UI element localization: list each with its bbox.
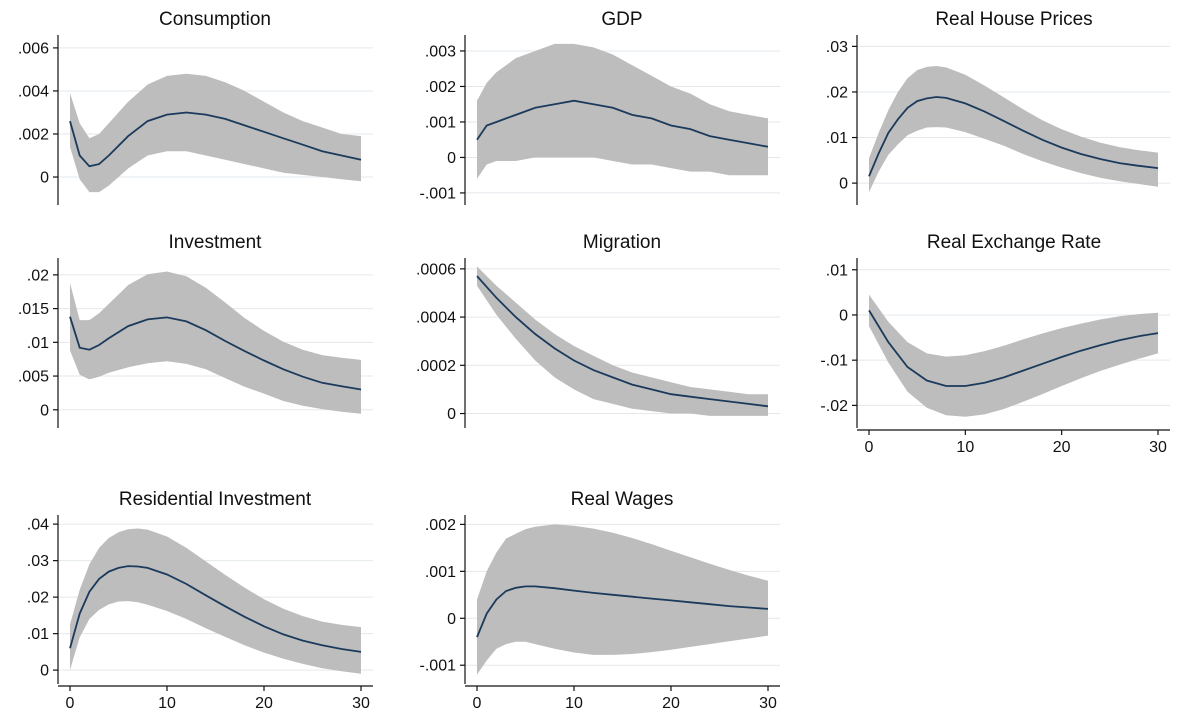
y-tick-label: .02 <box>27 590 49 607</box>
panel-real-exchange-rate: Real Exchange Rate -.02 -.01 0 .01 0 10 20 30 <box>820 232 1170 456</box>
y-tick-label: 0 <box>447 150 456 167</box>
x-tick-label: 10 <box>158 695 176 712</box>
y-tick-label: .03 <box>27 553 49 570</box>
panel-residential-investment: Residential Investment 0 .01 .02 .03 .04 0 10 20… <box>27 489 373 712</box>
x-tick-label: 30 <box>1149 439 1167 456</box>
panel-real-house-prices: Real House Prices 0 .01 .02 .03 <box>826 9 1170 205</box>
panel-title: GDP <box>601 9 642 30</box>
panel-title: Real Exchange Rate <box>927 232 1101 253</box>
x-tick-label: 0 <box>865 439 874 456</box>
y-tick-label: .02 <box>826 84 848 101</box>
x-tick-label: 20 <box>255 695 273 712</box>
y-tick-label: 0 <box>447 406 456 423</box>
y-tick-label: .02 <box>27 267 49 284</box>
response-line <box>69 111 362 168</box>
y-tick-label: .002 <box>425 517 456 534</box>
response-line <box>476 99 769 148</box>
x-tick-label: 30 <box>759 695 777 712</box>
response-line <box>69 316 362 391</box>
y-tick-label: .0002 <box>416 358 456 375</box>
y-tick-label: .04 <box>27 517 49 534</box>
y-tick-label: .01 <box>826 130 848 147</box>
y-tick-label: .005 <box>18 369 49 386</box>
panel-consumption: Consumption 0 .002 .004 .006 <box>18 9 373 205</box>
x-tick-label: 0 <box>66 695 75 712</box>
y-tick-label: .01 <box>27 626 49 643</box>
confidence-band <box>70 73 361 193</box>
panel-title: Real House Prices <box>935 9 1092 30</box>
y-tick-label: .03 <box>826 39 848 56</box>
confidence-band <box>70 271 361 414</box>
y-tick-label: 0 <box>40 402 49 419</box>
response-line <box>868 96 1159 177</box>
response-line <box>69 565 362 653</box>
y-tick-label: .0006 <box>416 261 456 278</box>
x-tick-label: 10 <box>956 439 974 456</box>
y-tick-label: .01 <box>826 262 848 279</box>
panel-title: Residential Investment <box>119 489 312 510</box>
y-tick-label: .01 <box>27 335 49 352</box>
y-tick-label: 0 <box>839 307 848 324</box>
confidence-band <box>869 294 1158 417</box>
x-tick-label: 10 <box>565 695 583 712</box>
response-line <box>476 275 769 408</box>
y-tick-label: -.01 <box>820 353 848 370</box>
confidence-band <box>869 66 1158 193</box>
y-tick-label: -.001 <box>420 658 457 675</box>
response-line <box>476 585 769 638</box>
y-tick-label: 0 <box>447 611 456 628</box>
x-tick-label: 30 <box>352 695 370 712</box>
y-tick-label: -.001 <box>420 185 457 202</box>
panel-real-wages: Real Wages -.001 0 .001 .002 0 10 20 30 <box>420 489 780 712</box>
panel-investment: Investment 0 .005 .01 .015 .02 <box>18 232 373 428</box>
confidence-band <box>477 524 768 675</box>
y-tick-label: .006 <box>18 40 49 57</box>
x-tick-label: 20 <box>1053 439 1071 456</box>
y-tick-label: 0 <box>839 176 848 193</box>
panel-title: Real Wages <box>571 489 674 510</box>
panel-migration: Migration 0 .0002 .0004 .0006 <box>416 232 780 428</box>
y-tick-label: .0004 <box>416 310 456 327</box>
y-tick-label: .003 <box>425 43 456 60</box>
panel-title: Migration <box>583 232 661 253</box>
y-tick-label: .002 <box>18 126 49 143</box>
y-tick-label: -.02 <box>820 398 848 415</box>
y-tick-label: .001 <box>425 564 456 581</box>
confidence-band <box>477 266 768 416</box>
y-tick-label: .002 <box>425 79 456 96</box>
x-tick-label: 0 <box>473 695 482 712</box>
panel-title: Investment <box>169 232 263 253</box>
x-tick-label: 20 <box>662 695 680 712</box>
y-tick-label: .004 <box>18 83 49 100</box>
y-tick-label: 0 <box>40 663 49 680</box>
response-line <box>868 309 1159 387</box>
y-tick-label: .015 <box>18 301 49 318</box>
y-tick-label: .001 <box>425 114 456 131</box>
y-tick-label: 0 <box>40 170 49 187</box>
panel-gdp: GDP -.001 0 .001 .002 .003 <box>420 9 780 205</box>
panel-title: Consumption <box>159 9 271 30</box>
